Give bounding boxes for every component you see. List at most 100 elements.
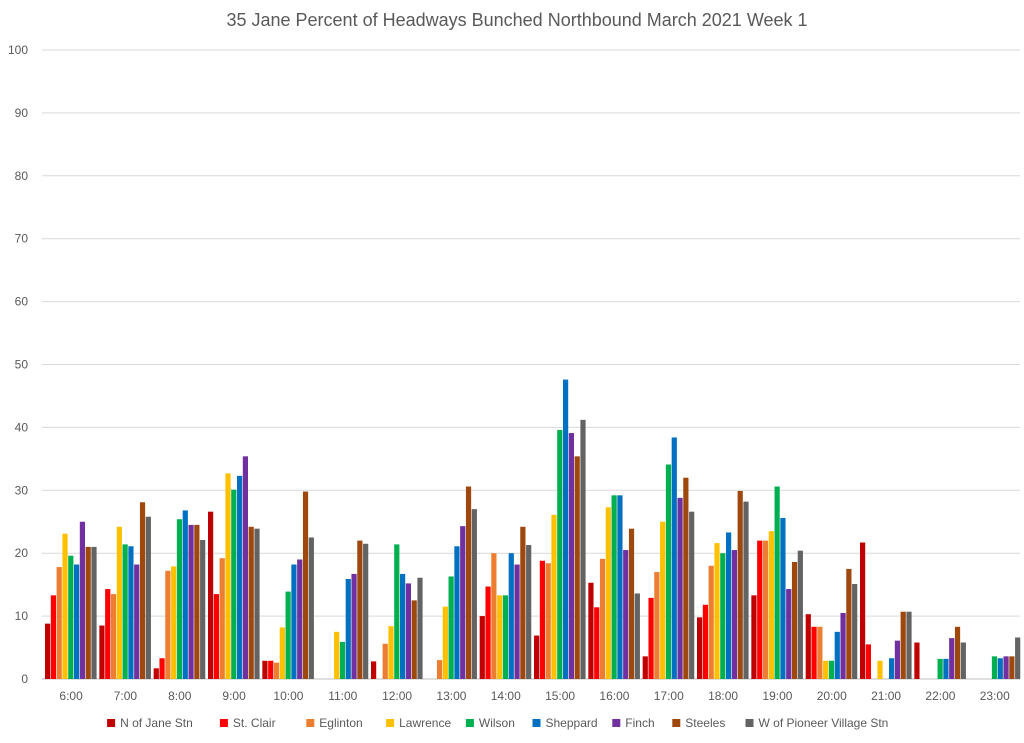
- bar: [194, 524, 200, 679]
- legend-swatch: [219, 719, 228, 727]
- bar: [165, 570, 171, 679]
- legend-label: Finch: [625, 716, 654, 730]
- bar: [900, 611, 906, 679]
- bar: [231, 489, 237, 679]
- legend-label: N of Jane Stn: [120, 716, 193, 730]
- bar: [122, 544, 128, 679]
- bar: [671, 437, 677, 679]
- bar: [254, 528, 260, 679]
- bar: [411, 600, 417, 679]
- bar: [345, 578, 351, 679]
- bar: [134, 564, 140, 679]
- bar: [805, 614, 811, 679]
- bar: [508, 553, 514, 679]
- bar: [502, 595, 509, 679]
- bar: [262, 660, 268, 679]
- x-tick-label: 16:00: [599, 689, 629, 703]
- x-tick-label: 14:00: [491, 689, 521, 703]
- bar: [534, 635, 540, 679]
- bar: [334, 631, 340, 679]
- bar: [551, 514, 557, 679]
- bar: [780, 517, 786, 679]
- bar: [1015, 637, 1021, 679]
- legend: N of Jane Stn St. Clair Eglinton Lawrence Wi…: [107, 716, 888, 730]
- bar: [689, 511, 695, 679]
- y-tick-label: 50: [15, 358, 29, 372]
- bar: [563, 379, 569, 679]
- legend-swatch: [745, 719, 754, 727]
- x-tick-label: 8:00: [168, 689, 192, 703]
- bar: [176, 519, 183, 679]
- y-tick-label: 80: [15, 169, 29, 183]
- x-tick-label: 17:00: [654, 689, 684, 703]
- bar: [225, 473, 231, 679]
- bar: [62, 533, 68, 679]
- bar: [937, 658, 943, 679]
- bar: [702, 604, 708, 679]
- legend-label: Eglinton: [319, 716, 362, 730]
- bar: [708, 565, 714, 679]
- x-tick-label: 10:00: [273, 689, 303, 703]
- bar: [943, 658, 949, 679]
- bar: [273, 662, 280, 679]
- bar: [762, 540, 769, 679]
- bar: [834, 631, 840, 679]
- bar: [363, 543, 369, 679]
- bar: [860, 542, 866, 679]
- bar: [757, 540, 763, 679]
- bar: [817, 626, 823, 679]
- bar: [491, 553, 497, 679]
- bar: [774, 486, 780, 679]
- bar: [906, 611, 912, 679]
- bar: [997, 658, 1003, 679]
- bar: [611, 495, 617, 679]
- bar: [208, 511, 214, 679]
- bar: [471, 509, 477, 679]
- bar: [219, 558, 225, 679]
- x-tick-label: 23:00: [980, 689, 1010, 703]
- bar: [460, 526, 466, 679]
- bar: [605, 507, 611, 679]
- bar: [648, 597, 654, 679]
- bar: [79, 521, 85, 679]
- bar: [743, 501, 749, 679]
- y-tick-label: 30: [15, 483, 29, 497]
- bar: [654, 572, 660, 679]
- bar: [400, 573, 406, 679]
- y-tick-label: 10: [15, 609, 29, 623]
- x-tick-label: 15:00: [545, 689, 575, 703]
- bar: [786, 589, 792, 679]
- x-tick-label: 20:00: [817, 689, 847, 703]
- bar: [182, 510, 188, 679]
- bar: [628, 528, 635, 679]
- legend-swatch: [465, 719, 474, 727]
- bar: [520, 526, 526, 679]
- legend-label: St. Clair: [233, 716, 276, 730]
- bar: [539, 560, 545, 679]
- bar: [731, 550, 737, 679]
- bar: [442, 606, 448, 679]
- bar: [991, 656, 998, 679]
- legend-label: Steeles: [685, 716, 725, 730]
- y-axis-ticks: 0 10 20 30 40 50 60 70 80 90 100: [8, 43, 28, 686]
- y-tick-label: 70: [15, 232, 29, 246]
- bar: [405, 583, 411, 679]
- bar: [557, 429, 563, 679]
- bar: [159, 658, 165, 679]
- bar: [308, 537, 314, 679]
- bar: [634, 593, 640, 679]
- bar: [145, 516, 151, 679]
- legend-swatch: [612, 719, 621, 727]
- bar: [588, 582, 594, 679]
- bar: [436, 660, 443, 679]
- bar: [514, 564, 520, 679]
- bar: [949, 638, 955, 679]
- y-tick-label: 90: [15, 106, 29, 120]
- bar: [574, 456, 580, 679]
- bar: [828, 660, 835, 679]
- bar: [823, 660, 829, 679]
- legend-label: W of Pioneer Village Stn: [759, 716, 889, 730]
- bar: [497, 595, 503, 679]
